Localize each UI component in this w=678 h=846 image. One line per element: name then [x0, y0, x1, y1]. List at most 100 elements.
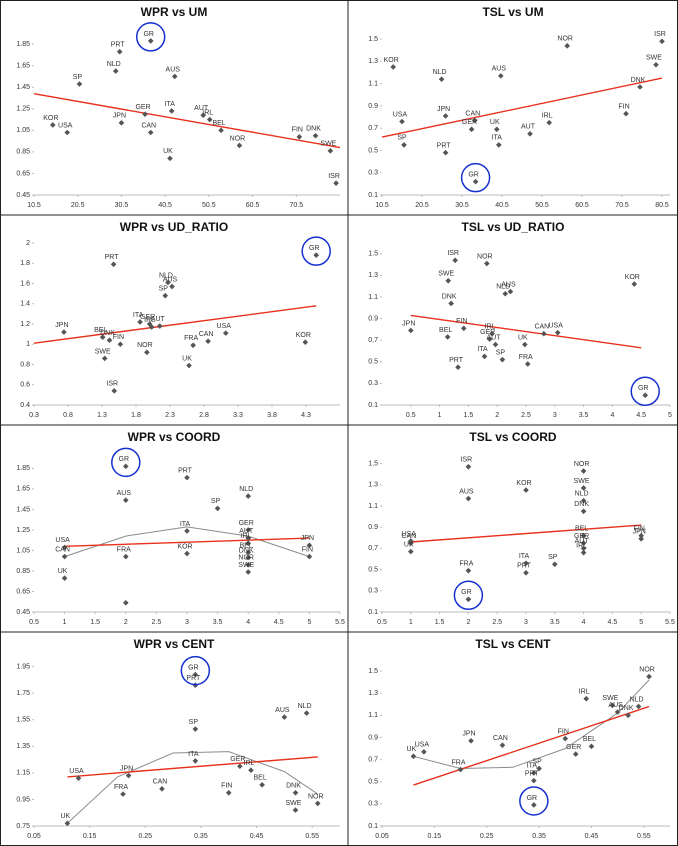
point-label: USA — [55, 537, 70, 544]
highlight-circle — [135, 22, 166, 52]
point-label: GER — [462, 119, 477, 126]
point-label: SP — [211, 498, 221, 505]
point-label: IRL — [542, 112, 553, 119]
point — [64, 820, 71, 827]
x-tick-label: 3.8 — [267, 412, 277, 419]
point — [222, 330, 229, 336]
point — [452, 257, 458, 264]
point — [527, 130, 533, 137]
point — [106, 337, 113, 343]
point-label: DNK — [286, 783, 301, 790]
point — [296, 134, 303, 140]
chart-title: WPR vs UM — [141, 5, 208, 19]
point-label: AUT — [486, 334, 501, 341]
y-tick-label: 0.1 — [368, 192, 378, 199]
point-label: DNK — [306, 126, 321, 133]
point-label: PRT — [449, 357, 464, 364]
point-label: GR — [119, 456, 130, 463]
y-tick-label: 0.75 — [16, 823, 30, 830]
point-label: SP — [548, 554, 558, 561]
x-tick-label: 3.5 — [550, 619, 560, 626]
point-label: GR — [309, 245, 320, 252]
point — [117, 341, 124, 348]
point-label: AUT — [239, 528, 254, 535]
point-label: FRA — [114, 784, 128, 791]
point — [609, 702, 616, 709]
point — [580, 532, 587, 539]
point-label: ITA — [527, 763, 538, 770]
point — [580, 549, 587, 556]
point-label: SP — [397, 135, 407, 142]
point-label: SWE — [95, 348, 111, 355]
point — [523, 560, 529, 567]
point — [522, 341, 528, 348]
point — [171, 73, 178, 80]
point — [399, 118, 405, 125]
point-label: KOR — [296, 332, 311, 339]
point-label: IRL — [576, 542, 587, 549]
trend-line — [381, 77, 663, 138]
y-tick-label: 0.45 — [16, 609, 30, 616]
point — [248, 767, 254, 774]
point-label: CAN — [465, 110, 480, 117]
point — [169, 283, 175, 290]
x-tick-label: 0.55 — [305, 833, 319, 840]
x-tick-label: 0.35 — [532, 833, 546, 840]
point-label: AUS — [166, 66, 181, 73]
point-label: PRT — [111, 42, 126, 49]
x-tick-label: 1.8 — [131, 412, 141, 419]
x-tick-label: 4.5 — [636, 412, 646, 419]
point-label: NLD — [496, 284, 510, 291]
point-label: ITA — [492, 135, 503, 142]
y-tick-label: 2 — [26, 240, 30, 247]
y-tick-label: 0.3 — [368, 380, 378, 387]
point-label: NLD — [239, 486, 253, 493]
y-tick-label: 1.5 — [368, 668, 378, 675]
y-tick-label: 1.95 — [16, 663, 30, 670]
point — [165, 279, 171, 286]
point-label: USA — [402, 531, 417, 538]
point — [112, 68, 119, 74]
point — [438, 76, 445, 83]
point-label: JPN — [55, 322, 68, 329]
point — [421, 749, 427, 755]
point-label: ISR — [106, 381, 118, 388]
x-tick-label: 4 — [610, 412, 614, 419]
point-label: NOR — [137, 342, 153, 349]
point-label: SWE — [646, 55, 662, 62]
x-tick-label: 0.15 — [428, 833, 442, 840]
x-tick-label: 0.3 — [29, 412, 39, 419]
point — [465, 495, 472, 502]
x-tick-label: 10.5 — [27, 202, 41, 209]
y-tick-label: 1.1 — [368, 294, 378, 301]
point — [460, 325, 467, 332]
point — [236, 142, 243, 149]
point-label: DNK — [100, 330, 115, 337]
point — [583, 695, 590, 702]
point — [144, 349, 150, 356]
point — [562, 735, 569, 742]
point — [184, 550, 190, 557]
point — [472, 178, 479, 185]
trend-line — [33, 305, 317, 344]
point-label: GR — [638, 385, 649, 392]
point — [302, 339, 309, 346]
point-label: NOR — [308, 793, 324, 800]
point-label: ITA — [477, 346, 488, 353]
point-label: CAN — [493, 735, 508, 742]
x-tick-label: 1 — [438, 412, 442, 419]
point — [492, 341, 499, 348]
point-label: NLD — [630, 696, 644, 703]
point — [64, 129, 71, 136]
point-label: AUT — [194, 105, 209, 112]
point-label: FRA — [117, 546, 131, 553]
point — [192, 671, 199, 678]
point-label: KOR — [516, 480, 531, 487]
point-label: UK — [58, 568, 68, 575]
x-tick-label: 70.5 — [615, 202, 629, 209]
point — [123, 463, 129, 470]
point-label: JPN — [120, 765, 133, 772]
y-tick-label: 0.65 — [16, 588, 30, 595]
point — [507, 288, 514, 295]
